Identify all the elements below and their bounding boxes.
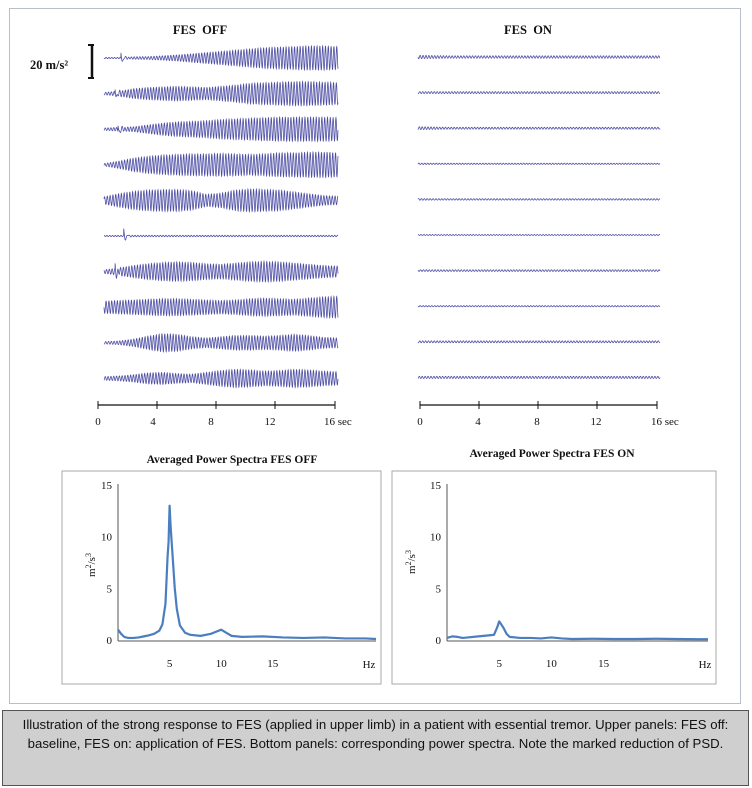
tremor-trace-2 [103,80,339,108]
spec-on-ytick-10: 10 [430,532,442,544]
spec-on-xtick-10: 10 [546,658,558,670]
scale-bar-label: 20 m/s² [30,58,68,72]
fes-off-title: FES OFF [173,23,228,37]
spectrum-on-title: Averaged Power Spectra FES ON [469,448,635,460]
tremor-trace-9 [103,332,339,353]
tremor-trace-4 [103,150,339,179]
fes-off-traces [103,44,339,389]
fes-on-tick-0: 0 [417,416,423,428]
spectrum-off-title: Averaged Power Spectra FES OFF [147,454,318,466]
tremor-trace-6 [417,234,661,236]
spectrum-on-ylabel: m2/s3 [404,550,419,574]
fes-off-tick-16: 16 sec [324,416,352,428]
spec-off-xtick-15: 15 [267,658,279,670]
tremor-trace-8 [417,305,661,308]
tremor-trace-4 [417,162,661,165]
tremor-trace-3 [417,126,661,130]
fes-on-tick-12: 12 [591,416,602,428]
fes-on-time-axis: 0 4 8 12 16 sec [417,401,679,428]
fes-on-tick-4: 4 [475,416,481,428]
spectrum-on-panel: m2/s3 Hz 0 5 10 15 5 10 15 [391,470,717,685]
spectrum-on-xlabel: Hz [699,659,712,671]
spec-off-xtick-10: 10 [216,658,228,670]
tremor-trace-7 [103,259,339,284]
spec-off-ytick-0: 0 [107,635,113,647]
tremor-trace-10 [417,375,661,379]
tremor-trace-6 [103,228,339,241]
spec-off-xtick-5: 5 [167,658,173,670]
tremor-trace-10 [103,368,339,389]
fes-off-time-axis: 0 4 8 12 16 sec [95,401,352,428]
tremor-trace-5 [417,198,661,201]
spec-off-ytick-5: 5 [107,583,113,595]
spectrum-off-panel: m2/s3 Hz 0 5 10 15 5 10 15 [61,470,382,685]
spec-on-xtick-15: 15 [598,658,610,670]
spec-on-ytick-0: 0 [436,635,442,647]
spectrum-off-ylabel: m2/s3 [84,553,99,577]
tremor-trace-5 [103,187,339,214]
figure-caption: Illustration of the strong response to F… [2,710,749,786]
scale-bar: 20 m/s² [30,44,94,79]
fes-off-tick-12: 12 [265,416,276,428]
fes-off-tick-8: 8 [208,416,214,428]
tremor-trace-2 [417,91,661,94]
fes-on-traces [417,54,661,379]
spec-off-ytick-15: 15 [101,480,113,492]
spectrum-off-xlabel: Hz [363,659,376,671]
tremor-trace-1 [417,54,661,60]
fes-on-tick-16: 16 sec [651,416,679,428]
tremor-trace-9 [417,340,661,344]
figure: 20 m/s² FES OFF FES ON 0 4 8 12 16 sec 0… [30,23,717,685]
fes-off-tick-4: 4 [150,416,156,428]
tremor-trace-7 [417,269,661,272]
spec-on-ytick-5: 5 [436,583,442,595]
tremor-trace-8 [103,294,339,320]
fes-on-title: FES ON [504,23,552,37]
spec-off-ytick-10: 10 [101,532,113,544]
fes-on-tick-8: 8 [534,416,540,428]
tremor-trace-1 [103,44,339,72]
tremor-trace-3 [103,115,339,143]
fes-off-tick-0: 0 [95,416,101,428]
spectrum-on-series-line [446,620,708,641]
spec-on-xtick-5: 5 [496,658,502,670]
spectrum-off-series-line [117,504,377,641]
spec-on-ytick-15: 15 [430,480,442,492]
